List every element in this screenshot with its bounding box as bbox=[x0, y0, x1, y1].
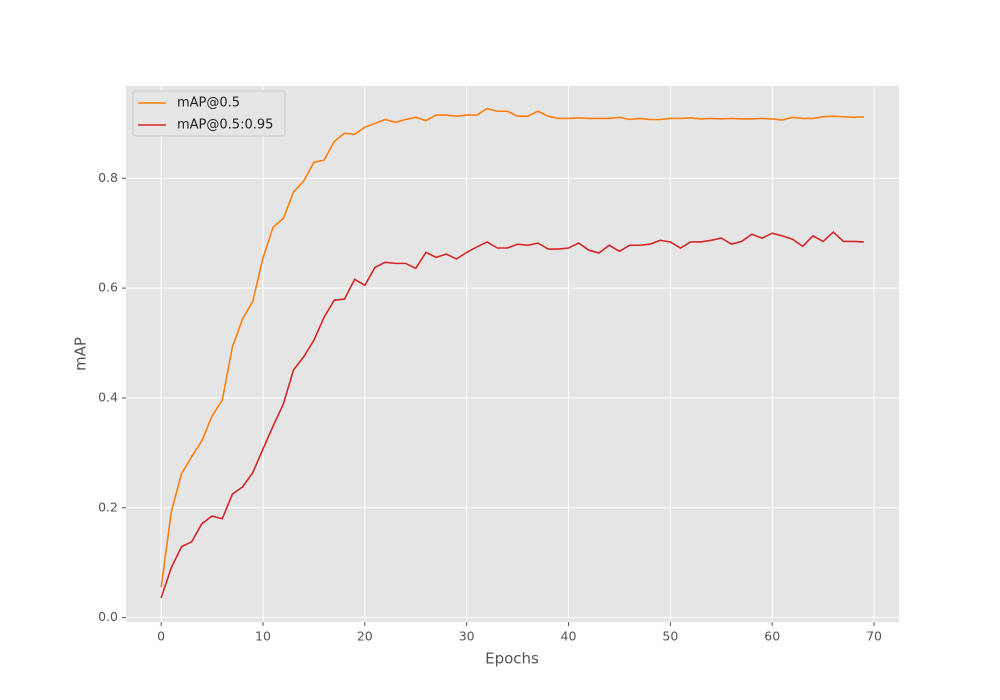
plot-area bbox=[126, 86, 899, 622]
data-line bbox=[160, 107, 864, 588]
x-tick-label: 0 bbox=[157, 629, 165, 644]
y-axis-label: mAP bbox=[72, 337, 90, 371]
y-tick-label: 0.6 bbox=[98, 280, 118, 295]
legend-box bbox=[132, 90, 286, 137]
x-tick-label: 40 bbox=[561, 629, 577, 644]
data-line bbox=[160, 230, 864, 599]
x-axis-label: Epochs bbox=[485, 650, 539, 668]
y-tick-label: 0.2 bbox=[98, 499, 118, 514]
x-tick-label: 20 bbox=[357, 629, 373, 644]
y-tick-label: 0.0 bbox=[98, 609, 118, 624]
x-tick-label: 60 bbox=[764, 629, 780, 644]
x-tick-label: 70 bbox=[866, 629, 882, 644]
x-tick-label: 30 bbox=[459, 629, 475, 644]
legend-label: mAP@0.5:0.95 bbox=[177, 118, 273, 133]
x-tick-label: 10 bbox=[255, 629, 271, 644]
legend-label: mAP@0.5 bbox=[177, 96, 240, 111]
y-tick-label: 0.8 bbox=[98, 170, 118, 185]
x-tick-label: 50 bbox=[662, 629, 678, 644]
y-tick-label: 0.4 bbox=[98, 389, 118, 404]
